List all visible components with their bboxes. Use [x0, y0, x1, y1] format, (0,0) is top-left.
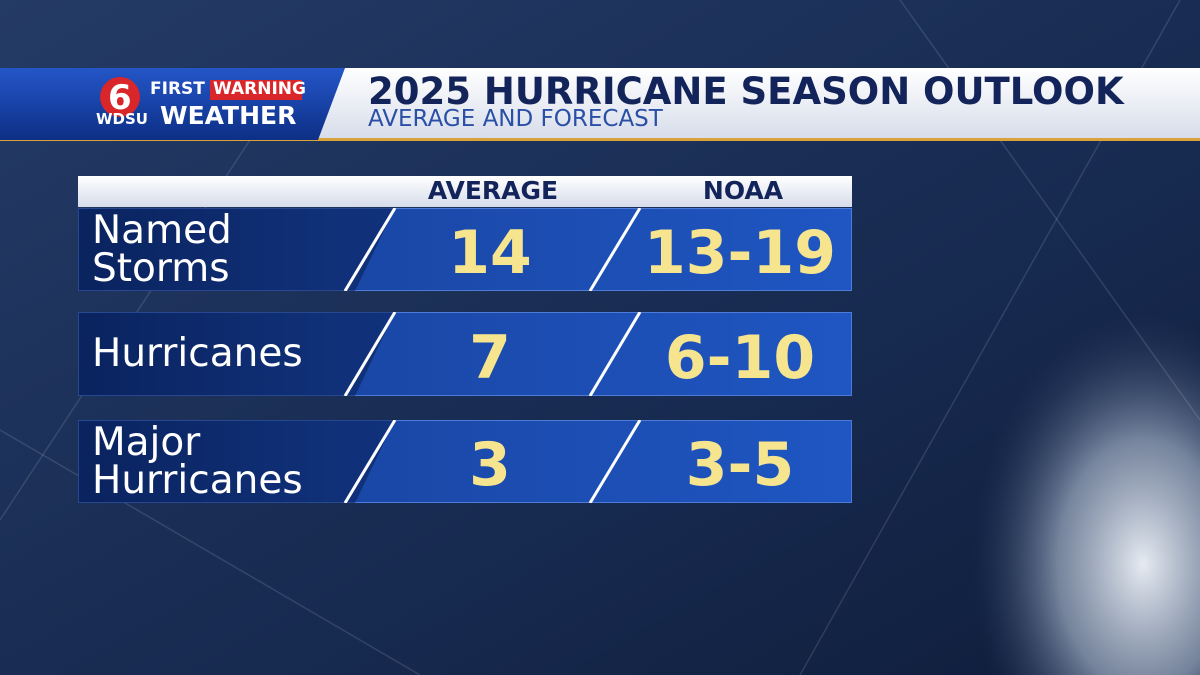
title: 2025 HURRICANE SEASON OUTLOOK	[368, 70, 1124, 113]
logo-number: 6	[108, 78, 132, 118]
noaa-value: 3-5	[685, 430, 795, 500]
row-label: Major Hurricanes	[92, 420, 342, 503]
average-value: 3	[469, 430, 511, 500]
logo-first: FIRST	[150, 79, 205, 99]
logo-station: WDSU	[96, 110, 148, 128]
average-value: 14	[448, 218, 532, 288]
logo-weather: WEATHER	[160, 101, 297, 130]
subtitle: AVERAGE AND FORECAST	[368, 106, 663, 132]
row-label-text: Hurricanes	[92, 331, 303, 376]
row-label-text: Named Storms	[92, 207, 232, 291]
row-label: Named Storms	[92, 208, 342, 291]
column-header: AVERAGE	[427, 176, 559, 205]
row-dividers	[78, 312, 642, 396]
average-value: 7	[469, 323, 511, 393]
column-header: NOAA	[702, 176, 784, 205]
row-dividers	[78, 420, 642, 503]
row-label: Hurricanes	[92, 312, 342, 396]
row-label-text: Major Hurricanes	[92, 419, 303, 503]
noaa-value: 6-10	[664, 323, 816, 393]
noaa-value: 13-19	[644, 218, 836, 288]
row-dividers	[78, 208, 642, 291]
logo-warning: WARNING	[213, 79, 306, 99]
